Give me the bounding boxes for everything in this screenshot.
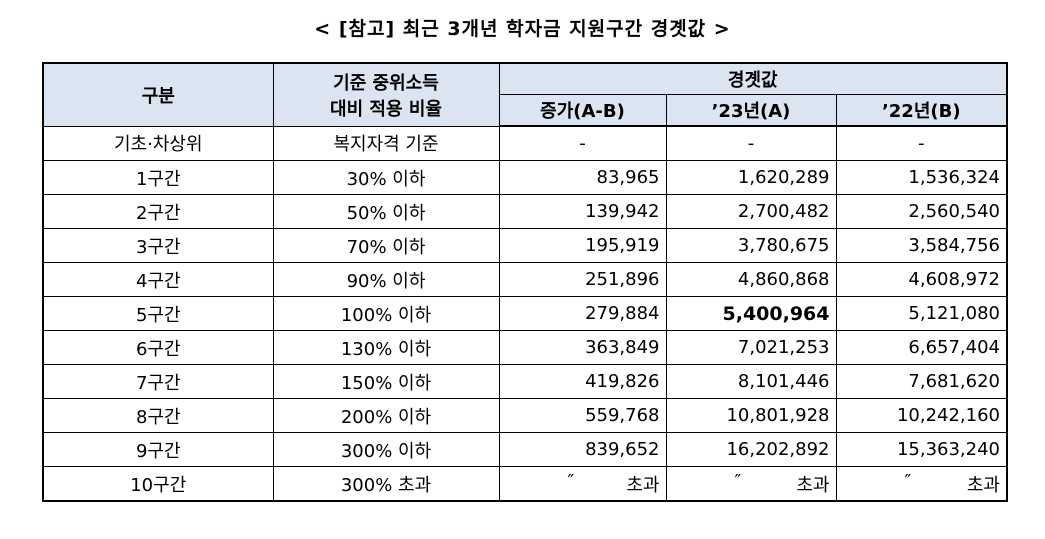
cell-y23: 10,801,928 [665, 398, 837, 433]
cell-category: 9구간 [42, 432, 274, 467]
header-category: 구분 [42, 62, 274, 127]
cell-y23: - [665, 125, 837, 161]
cell-basis: 90% 이하 [272, 262, 500, 297]
cell-y23: 7,021,253 [665, 330, 837, 365]
header-basis-line1: 기준 중위소득 [333, 72, 439, 94]
page-title: < [참고] 최근 3개년 학자금 지원구간 경곗값 > [314, 18, 731, 40]
cell-basis: 130% 이하 [272, 330, 500, 365]
cell-y22: 6,657,404 [835, 330, 1008, 365]
cell-y23: 5,400,964 [665, 296, 837, 331]
cell-category: 1구간 [42, 160, 274, 195]
cell-category: 8구간 [42, 398, 274, 433]
cell-increase: 139,942 [498, 194, 667, 229]
table-row: 1구간 30% 이하 83,965 1,620,289 1,536,324 [42, 160, 1008, 195]
cell-increase: 83,965 [498, 160, 667, 195]
threshold-table: 구분 기준 중위소득 대비 적용 비율 경곗값 증가(A-B) ’23년(A) … [42, 62, 1008, 502]
table-row: 7구간 150% 이하 419,826 8,101,446 7,681,620 [42, 364, 1008, 399]
cell-increase: 363,849 [498, 330, 667, 365]
cell-text: 초과 [796, 474, 830, 496]
cell-y22: 5,121,080 [835, 296, 1008, 331]
cell-y23: 16,202,892 [665, 432, 837, 467]
cell-y23: 2,700,482 [665, 194, 837, 229]
table-row: 4구간 90% 이하 251,896 4,860,868 4,608,972 [42, 262, 1008, 297]
cell-y22: 1,536,324 [835, 160, 1008, 195]
cell-basis: 복지자격 기준 [272, 125, 500, 161]
cell-category: 기초·차상위 [42, 125, 274, 161]
header-y23: ’23년(A) [665, 94, 837, 127]
table-row: 3구간 70% 이하 195,919 3,780,675 3,584,756 [42, 228, 1008, 263]
cell-increase: - [498, 125, 667, 161]
ditto-mark: ″ [904, 470, 912, 492]
cell-y22: 3,584,756 [835, 228, 1008, 263]
cell-y23: 1,620,289 [665, 160, 837, 195]
cell-y22: - [835, 125, 1008, 161]
cell-increase: 195,919 [498, 228, 667, 263]
ditto-mark: ″ [734, 470, 742, 492]
cell-y23: 4,860,868 [665, 262, 837, 297]
cell-category: 4구간 [42, 262, 274, 297]
cell-y22: 10,242,160 [835, 398, 1008, 433]
cell-basis: 150% 이하 [272, 364, 500, 399]
table-row: 8구간 200% 이하 559,768 10,801,928 10,242,16… [42, 398, 1008, 433]
header-basis-line2: 대비 적용 비율 [330, 98, 442, 120]
header-y22: ’22년(B) [835, 94, 1008, 127]
table-row: 기초·차상위 복지자격 기준 - - - [42, 125, 1008, 161]
cell-basis: 70% 이하 [272, 228, 500, 263]
cell-increase: 419,826 [498, 364, 667, 399]
cell-basis: 300% 초과 [272, 466, 500, 502]
cell-y23: 3,780,675 [665, 228, 837, 263]
header-basis: 기준 중위소득 대비 적용 비율 [272, 62, 500, 127]
cell-basis: 300% 이하 [272, 432, 500, 467]
cell-basis: 30% 이하 [272, 160, 500, 195]
cell-y22: ″ 초과 [835, 466, 1008, 502]
header-row-1: 구분 기준 중위소득 대비 적용 비율 경곗값 [42, 62, 1008, 127]
table-row: 10구간 300% 초과 ″ 초과 ″ 초과 ″ 초과 [42, 466, 1008, 502]
cell-y22: 2,560,540 [835, 194, 1008, 229]
table-row: 6구간 130% 이하 363,849 7,021,253 6,657,404 [42, 330, 1008, 365]
cell-increase: 279,884 [498, 296, 667, 331]
cell-category: 10구간 [42, 466, 274, 502]
cell-increase: ″ 초과 [498, 466, 667, 502]
ditto-mark: ″ [567, 470, 575, 492]
cell-y23: ″ 초과 [665, 466, 837, 502]
cell-basis: 50% 이하 [272, 194, 500, 229]
cell-basis: 100% 이하 [272, 296, 500, 331]
cell-y22: 7,681,620 [835, 364, 1008, 399]
cell-basis: 200% 이하 [272, 398, 500, 433]
cell-category: 6구간 [42, 330, 274, 365]
cell-increase: 251,896 [498, 262, 667, 297]
header-row-2: 증가(A-B) ’23년(A) ’22년(B) [43, 94, 1008, 127]
cell-category: 3구간 [42, 228, 274, 263]
cell-text: 초과 [626, 474, 660, 496]
cell-text: 초과 [966, 474, 1000, 496]
cell-category: 7구간 [42, 364, 274, 399]
table-row: 9구간 300% 이하 839,652 16,202,892 15,363,24… [42, 432, 1008, 467]
cell-category: 5구간 [42, 296, 274, 331]
cell-increase: 839,652 [498, 432, 667, 467]
table-row: 5구간 100% 이하 279,884 5,400,964 5,121,080 [42, 296, 1008, 331]
cell-category: 2구간 [42, 194, 274, 229]
cell-y22: 15,363,240 [835, 432, 1008, 467]
header-increase: 증가(A-B) [498, 94, 667, 127]
cell-increase: 559,768 [498, 398, 667, 433]
cell-y23: 8,101,446 [665, 364, 837, 399]
cell-y22: 4,608,972 [835, 262, 1008, 297]
table-row: 2구간 50% 이하 139,942 2,700,482 2,560,540 [42, 194, 1008, 229]
header-threshold: 경곗값 [498, 62, 1008, 95]
